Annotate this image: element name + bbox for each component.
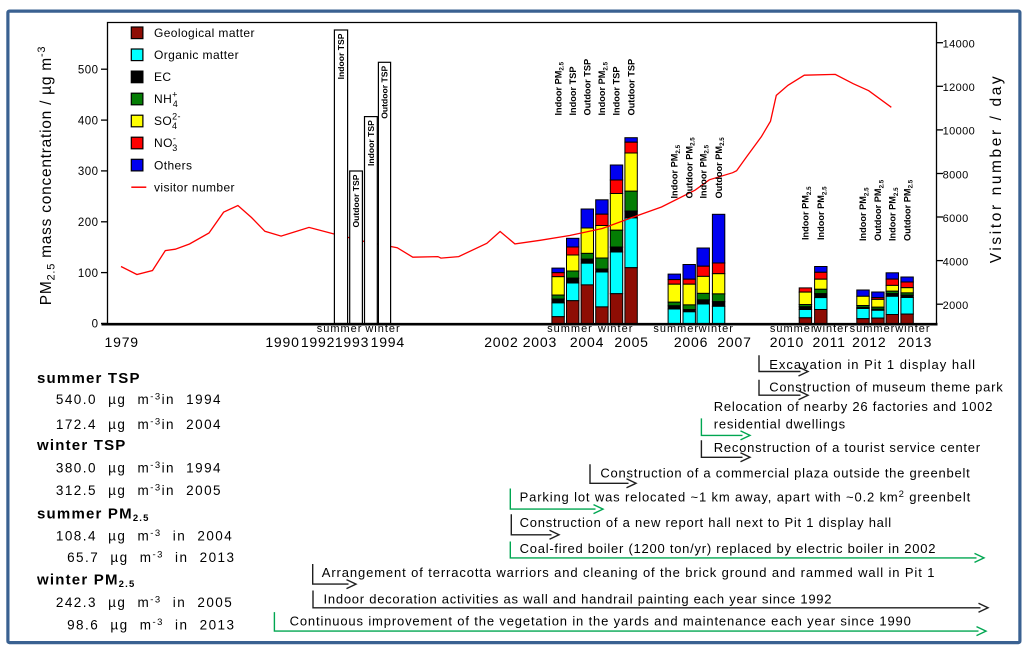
svg-text:Construction of a new report h: Construction of a new report hall next t… [520,515,892,530]
svg-text:visitor number: visitor number [154,180,235,194]
svg-text:1992: 1992 [301,334,335,350]
svg-text:Excavation in Pit 1 display ha: Excavation in Pit 1 display hall [769,357,976,372]
svg-text:Indoor PM2.5: Indoor PM2.5 [553,61,565,115]
svg-text:200: 200 [78,217,99,229]
svg-text:summer PM2.5: summer PM2.5 [37,506,150,525]
svg-text:Outdoor TSP: Outdoor TSP [380,66,390,119]
svg-text:Outdoor PM2.5: Outdoor PM2.5 [714,137,726,199]
svg-text:summer: summer [770,323,816,335]
svg-text:residential dwellings: residential dwellings [714,417,846,432]
svg-text:300: 300 [78,166,99,178]
svg-text:Outdoor TSP: Outdoor TSP [583,59,593,116]
svg-text:Indoor PM2.5: Indoor PM2.5 [698,144,710,198]
svg-text:12000: 12000 [943,82,976,94]
svg-text:242.3 µg m-3 in 2005: 242.3 µg m-3 in 2005 [56,595,233,611]
svg-text:winter: winter [698,323,734,335]
svg-text:0: 0 [92,319,99,331]
svg-text:10000: 10000 [943,126,976,138]
svg-text:312.5 µg m-3in 2005: 312.5 µg m-3in 2005 [56,482,222,498]
svg-text:Outdoor TSP: Outdoor TSP [351,174,361,227]
svg-text:summer: summer [317,323,363,335]
svg-text:Arrangement of terracotta warr: Arrangement of terracotta warriors and c… [322,565,936,580]
svg-text:winter: winter [894,323,930,335]
svg-text:Organic matter: Organic matter [154,48,239,62]
svg-text:2010: 2010 [770,334,804,350]
svg-text:winter: winter [813,323,849,335]
svg-text:1994: 1994 [371,334,405,350]
svg-text:Indoor TSP: Indoor TSP [568,67,578,116]
svg-text:2013: 2013 [898,334,932,350]
svg-text:1993: 1993 [335,334,369,350]
svg-text:Geological matter: Geological matter [154,26,255,40]
svg-text:Indoor TSP: Indoor TSP [336,33,346,79]
svg-text:winter: winter [597,323,633,335]
svg-text:2004: 2004 [570,334,604,350]
svg-text:400: 400 [78,115,99,127]
svg-text:2012: 2012 [852,334,886,350]
svg-text:NH+4: NH+ 4 [154,90,178,110]
svg-text:500: 500 [78,64,99,76]
svg-text:PM2.5 mass concentration / µg: PM2.5 mass concentration / µg m-3 [36,46,58,305]
svg-text:8000: 8000 [943,169,969,181]
svg-text:Indoor PM2.5: Indoor PM2.5 [801,186,813,240]
svg-text:2011: 2011 [812,334,845,350]
svg-text:NO-3: NO-3 [154,134,178,154]
svg-text:summer: summer [653,323,699,335]
svg-text:Outdoor TSP: Outdoor TSP [626,59,636,116]
svg-text:summer: summer [850,323,896,335]
svg-text:2005: 2005 [614,334,648,350]
svg-text:Indoor TSP: Indoor TSP [366,120,376,166]
svg-text:Visitor number / day: Visitor number / day [988,74,1005,264]
svg-text:172.4 µg m-3in 2004: 172.4 µg m-3in 2004 [56,416,222,432]
svg-text:540.0 µg m-3in 1994: 540.0 µg m-3in 1994 [56,392,222,408]
svg-text:Outdoor PM2.5: Outdoor PM2.5 [684,137,696,199]
svg-text:winter: winter [364,323,400,335]
svg-text:Parking lot was relocated ~1 k: Parking lot was relocated ~1 km away, ap… [520,489,971,505]
svg-text:4000: 4000 [943,256,969,268]
svg-text:winter PM2.5: winter PM2.5 [36,572,135,591]
svg-text:98.6 µg m-3 in 2013: 98.6 µg m-3 in 2013 [67,617,235,633]
svg-text:108.4 µg m-3 in 2004: 108.4 µg m-3 in 2004 [56,528,233,544]
svg-text:1979: 1979 [105,334,139,350]
svg-text:Indoor PM2.5: Indoor PM2.5 [597,61,609,115]
svg-text:winter TSP: winter TSP [36,437,127,454]
svg-text:1990: 1990 [265,334,299,350]
svg-text:Coal-fired boiler (1200 ton/yr: Coal-fired boiler (1200 ton/yr) replaced… [520,541,937,556]
svg-text:summer: summer [547,323,593,335]
svg-text:Indoor PM2.5: Indoor PM2.5 [670,144,682,198]
svg-text:Reconstruction of a tourist se: Reconstruction of a tourist service cent… [714,440,981,455]
svg-text:Indoor PM2.5: Indoor PM2.5 [888,187,900,241]
svg-text:Construction of museum theme p: Construction of museum theme park [769,379,1003,394]
svg-text:Construction of a commercial p: Construction of a commercial plaza outsi… [600,466,970,481]
svg-text:EC: EC [154,70,171,84]
svg-text:Indoor PM2.5: Indoor PM2.5 [858,187,870,241]
svg-text:2006: 2006 [674,334,708,350]
svg-text:Indoor decoration activities a: Indoor decoration activities as wall and… [324,592,833,607]
svg-text:2000: 2000 [943,300,969,312]
svg-text:Outdoor PM2.5: Outdoor PM2.5 [873,179,885,241]
svg-text:100: 100 [78,268,99,280]
svg-text:380.0 µg m-3in 1994: 380.0 µg m-3in 1994 [56,460,222,476]
svg-text:6000: 6000 [943,213,969,225]
svg-text:Others: Others [154,158,192,172]
svg-text:Indoor PM2.5: Indoor PM2.5 [816,186,828,240]
svg-text:2002: 2002 [484,334,518,350]
svg-text:2003: 2003 [523,334,557,350]
svg-text:Indoor TSP: Indoor TSP [612,67,622,116]
svg-text:65.7 µg m-3 in 2013: 65.7 µg m-3 in 2013 [67,550,235,566]
svg-text:Outdoor PM2.5: Outdoor PM2.5 [902,179,914,241]
svg-text:Relocation of nearby 26 factor: Relocation of nearby 26 factories and 10… [714,399,993,414]
svg-text:14000: 14000 [943,39,976,51]
svg-text:Continuous improvement of the: Continuous improvement of the vegetation… [290,614,912,629]
svg-text:summer TSP: summer TSP [37,370,141,387]
svg-text:2007: 2007 [717,334,751,350]
svg-text:SO2-4: SO2-4 [154,112,181,132]
